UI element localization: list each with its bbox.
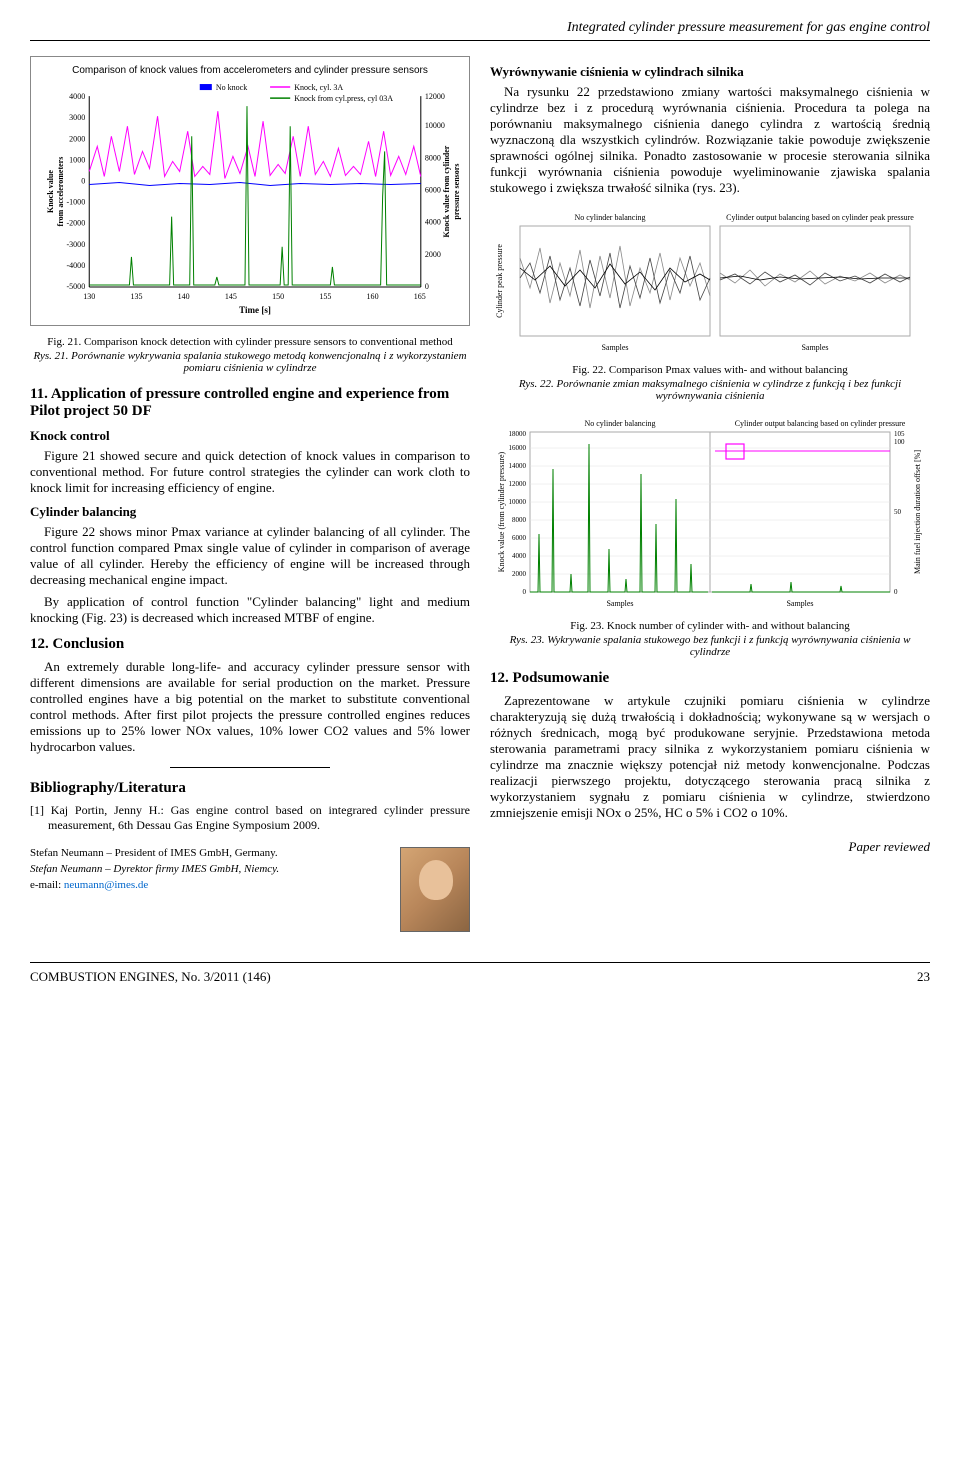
biblio-heading-en: Bibliography/Literatura <box>30 780 186 796</box>
knock-p1: Figure 21 showed secure and quick detect… <box>30 448 470 496</box>
svg-text:145: 145 <box>225 292 237 301</box>
svg-text:8000: 8000 <box>512 516 527 524</box>
chart21-svg: -5000 -4000 -3000 -2000 -1000 0 1000 2000 3000… <box>39 76 461 317</box>
svg-text:150: 150 <box>272 292 284 301</box>
divider <box>170 767 330 768</box>
svg-text:Knock from cyl.press, cyl 03A: Knock from cyl.press, cyl 03A <box>294 94 393 103</box>
knock-control-heading: Knock control <box>30 428 470 444</box>
author-photo <box>400 847 470 932</box>
svg-text:Knock value (from cylinder pre: Knock value (from cylinder pressure) <box>497 451 506 572</box>
svg-text:No knock: No knock <box>216 83 248 92</box>
svg-text:105: 105 <box>894 430 905 438</box>
svg-text:-5000: -5000 <box>67 282 86 291</box>
svg-text:Samples: Samples <box>801 343 828 352</box>
section12-heading: 12. Conclusion <box>30 636 470 653</box>
svg-text:160: 160 <box>367 292 379 301</box>
svg-text:2000: 2000 <box>425 250 441 259</box>
svg-text:Knock, cyl. 3A: Knock, cyl. 3A <box>294 83 343 92</box>
biblio-heading: Bibliography/Literatura <box>30 780 470 797</box>
svg-text:140: 140 <box>178 292 190 301</box>
svg-text:from accelerometers: from accelerometers <box>56 157 65 227</box>
svg-text:165: 165 <box>414 292 426 301</box>
svg-text:2000: 2000 <box>69 134 85 143</box>
svg-text:6000: 6000 <box>512 534 527 542</box>
svg-text:130: 130 <box>83 292 95 301</box>
svg-text:0: 0 <box>523 588 527 596</box>
svg-text:135: 135 <box>130 292 142 301</box>
svg-text:Cylinder peak pressure: Cylinder peak pressure <box>495 244 504 318</box>
conclusion-p1: An extremely durable long-life- and accu… <box>30 659 470 755</box>
svg-text:Cylinder output balancing base: Cylinder output balancing based on cylin… <box>735 419 906 428</box>
chart22-svg: No cylinder balancing Cylinder output ba… <box>490 208 930 358</box>
paper-reviewed: Paper reviewed <box>490 839 930 855</box>
svg-text:6000: 6000 <box>425 186 441 195</box>
chart23-svg: No cylinder balancing Cylinder output ba… <box>490 414 930 614</box>
author-line1: Stefan Neumann – President of IMES GmbH,… <box>30 847 390 859</box>
author-email-line: e-mail: neumann@imes.de <box>30 879 390 891</box>
section12pl-heading: 12. Podsumowanie <box>490 670 930 687</box>
podsumowanie-p1: Zaprezentowane w artykule czujniki pomia… <box>490 693 930 821</box>
svg-text:8000: 8000 <box>425 153 441 162</box>
svg-text:155: 155 <box>319 292 331 301</box>
svg-text:18000: 18000 <box>509 430 527 438</box>
biblio-item-1: [1] Kaj Portin, Jenny H.: Gas engine con… <box>30 803 470 833</box>
chart21-title: Comparison of knock values from accelero… <box>39 65 461 76</box>
fig22-caption-en: Fig. 22. Comparison Pmax values with- an… <box>490 364 930 376</box>
balance-p2: By application of control function "Cyli… <box>30 594 470 626</box>
fig23-caption-pl: Rys. 23. Wykrywanie spalania stukowego b… <box>490 634 930 658</box>
right-p1: Na rysunku 22 przedstawiono zmiany warto… <box>490 84 930 196</box>
svg-text:-1000: -1000 <box>67 198 86 207</box>
fig21-caption-en: Fig. 21. Comparison knock detection with… <box>30 336 470 348</box>
svg-text:0: 0 <box>894 588 898 596</box>
fig21-caption-pl: Rys. 21. Porównanie wykrywania spalania … <box>30 350 470 374</box>
fig22-caption-pl: Rys. 22. Porównanie zmian maksymalnego c… <box>490 378 930 402</box>
svg-text:100: 100 <box>894 438 905 446</box>
svg-text:10000: 10000 <box>509 498 527 506</box>
fig23-caption-en: Fig. 23. Knock number of cylinder with- … <box>490 620 930 632</box>
svg-text:Time [s]: Time [s] <box>239 305 271 315</box>
svg-text:50: 50 <box>894 508 902 516</box>
section11-heading: 11. Application of pressure controlled e… <box>30 386 470 420</box>
svg-text:4000: 4000 <box>512 552 527 560</box>
svg-text:0: 0 <box>81 177 85 186</box>
author-line2: Stefan Neumann – Dyrektor firmy IMES Gmb… <box>30 863 390 875</box>
svg-text:12000: 12000 <box>509 480 527 488</box>
left-column: Comparison of knock values from accelero… <box>30 56 470 932</box>
svg-text:-3000: -3000 <box>67 240 86 249</box>
svg-text:-2000: -2000 <box>67 219 86 228</box>
svg-text:4000: 4000 <box>425 218 441 227</box>
svg-text:-4000: -4000 <box>67 261 86 270</box>
svg-text:Samples: Samples <box>601 343 628 352</box>
svg-text:12000: 12000 <box>425 92 445 101</box>
svg-text:pressure sensors: pressure sensors <box>452 164 461 220</box>
svg-text:4000: 4000 <box>69 92 85 101</box>
svg-text:10000: 10000 <box>425 121 445 130</box>
email-label: e-mail: <box>30 879 64 891</box>
svg-text:14000: 14000 <box>509 462 527 470</box>
footer-left: COMBUSTION ENGINES, No. 3/2011 (146) <box>30 969 271 985</box>
svg-text:Knock value: Knock value <box>46 170 55 213</box>
svg-text:1000: 1000 <box>69 155 85 164</box>
svg-text:Knock value from cylinder: Knock value from cylinder <box>442 145 451 237</box>
svg-text:16000: 16000 <box>509 444 527 452</box>
svg-text:No cylinder balancing: No cylinder balancing <box>574 213 645 222</box>
chart-21: Comparison of knock values from accelero… <box>30 56 470 326</box>
svg-text:Main fuel injection duration o: Main fuel injection duration offset [%] <box>913 450 922 574</box>
cylinder-balancing-heading: Cylinder balancing <box>30 504 470 520</box>
email-link[interactable]: neumann@imes.de <box>64 879 148 891</box>
svg-text:Cylinder output balancing base: Cylinder output balancing based on cylin… <box>726 213 914 222</box>
svg-text:3000: 3000 <box>69 113 85 122</box>
svg-text:Samples: Samples <box>606 599 633 608</box>
right-column: Wyrównywanie ciśnienia w cylindrach siln… <box>490 56 930 932</box>
footer-page: 23 <box>917 969 930 985</box>
running-header: Integrated cylinder pressure measurement… <box>30 20 930 41</box>
balance-p1: Figure 22 shows minor Pmax variance at c… <box>30 524 470 588</box>
svg-text:Samples: Samples <box>786 599 813 608</box>
svg-text:0: 0 <box>425 282 429 291</box>
page-footer: COMBUSTION ENGINES, No. 3/2011 (146) 23 <box>30 962 930 985</box>
right-heading-pl: Wyrównywanie ciśnienia w cylindrach siln… <box>490 64 930 80</box>
svg-text:No cylinder balancing: No cylinder balancing <box>584 419 655 428</box>
svg-text:2000: 2000 <box>512 570 527 578</box>
author-block: Stefan Neumann – President of IMES GmbH,… <box>30 847 470 932</box>
